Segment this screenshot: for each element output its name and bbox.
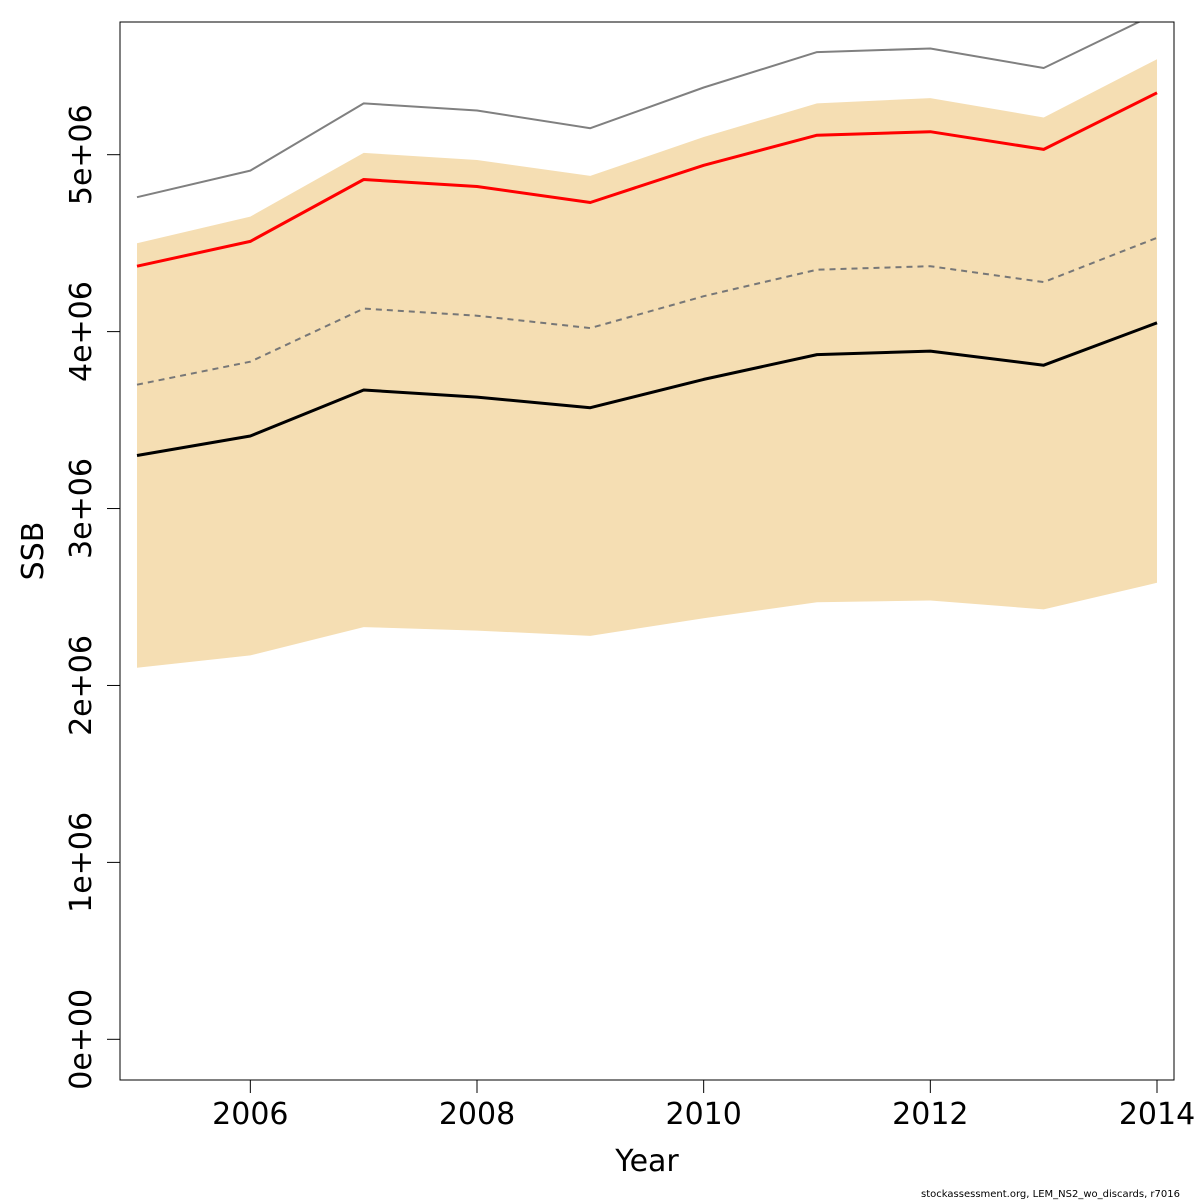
x-axis-title: Year <box>614 1144 679 1179</box>
series-line-2 <box>136 91 1158 268</box>
y-tick-label: 1e+06 <box>64 812 99 913</box>
footer-credit: stockassessment.org, LEM_NS2_wo_discards… <box>921 1189 1180 1200</box>
x-tick-label: 2006 <box>212 1097 288 1132</box>
series-line-3 <box>136 236 1158 386</box>
y-tick-label: 5e+06 <box>64 104 99 205</box>
x-tick-label: 2014 <box>1119 1097 1195 1132</box>
y-axis-title: SSB <box>16 522 51 581</box>
confidence-band <box>137 59 1157 668</box>
series-line-1 <box>136 22 1142 199</box>
plot-area <box>136 22 1158 668</box>
y-axis: 0e+00 1e+06 2e+06 3e+06 4e+06 5e+06 <box>64 104 120 1090</box>
series-line-4 <box>136 321 1158 457</box>
plot-frame <box>119 21 1175 1081</box>
y-tick-label: 0e+00 <box>64 989 99 1090</box>
y-tick-label: 2e+06 <box>64 635 99 736</box>
y-tick-label: 3e+06 <box>64 458 99 559</box>
x-tick-label: 2008 <box>439 1097 515 1132</box>
x-axis: 2006 2008 2010 2012 2014 <box>212 1080 1195 1132</box>
x-tick-label: 2010 <box>665 1097 741 1132</box>
x-tick-label: 2012 <box>892 1097 968 1132</box>
y-tick-label: 4e+06 <box>64 281 99 382</box>
